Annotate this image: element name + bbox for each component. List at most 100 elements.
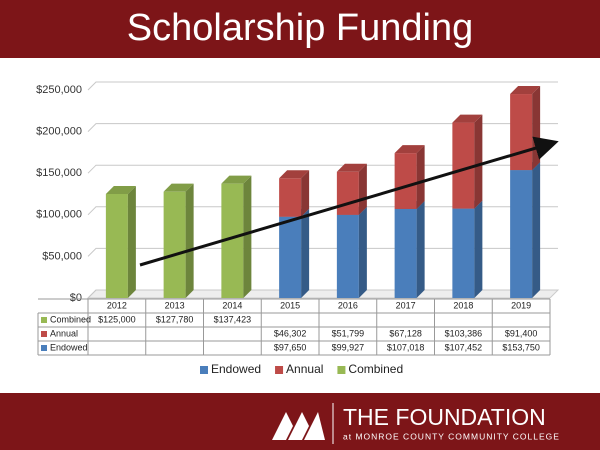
bar-front <box>510 94 533 171</box>
bar-side <box>358 163 367 215</box>
bar-side <box>127 186 136 298</box>
bar-front <box>221 183 244 298</box>
bar-side <box>358 206 367 298</box>
y-tick-label: $200,000 <box>36 126 82 138</box>
bar <box>336 163 367 215</box>
y-tick-label: $150,000 <box>36 167 82 179</box>
bar-top <box>336 163 367 172</box>
bar-top <box>221 175 252 184</box>
x-tick-label: 2018 <box>453 300 473 310</box>
bar <box>452 114 483 209</box>
chart-title: Scholarship Funding <box>127 7 473 49</box>
bar-front <box>510 170 533 298</box>
data-table: 2012 2013 2014 2015 2016 2017 2018 2019 Combined… <box>37 298 551 356</box>
bar <box>394 145 425 209</box>
table-legend-key <box>41 331 47 337</box>
legend-key <box>337 366 346 374</box>
logo-icon <box>272 412 325 440</box>
table-cell: $107,018 <box>387 342 425 352</box>
x-tick-label: 2013 <box>165 300 185 310</box>
bar <box>105 186 136 298</box>
table-cell: $137,423 <box>214 314 252 324</box>
x-tick-label: 2012 <box>107 300 127 310</box>
x-tick-label: 2019 <box>511 300 531 310</box>
chart: $0 $50,000 $100,000 $150,000 $200,000 $250,00… <box>36 81 560 376</box>
table-row-label: Annual <box>50 328 78 338</box>
table-cell: $91,400 <box>505 328 538 338</box>
bar-side <box>243 175 252 298</box>
x-tick-label: 2017 <box>396 300 416 310</box>
logo-shape <box>288 412 309 440</box>
table-row-label: Endowed <box>50 342 88 352</box>
grid-line <box>87 123 558 132</box>
bar-front <box>394 208 417 298</box>
table-cell: $107,452 <box>445 342 483 352</box>
bar-front <box>336 171 359 215</box>
bar <box>510 86 541 171</box>
title-banner <box>0 0 600 58</box>
table-legend-key <box>41 345 47 351</box>
bar-top <box>394 145 425 154</box>
bar <box>452 200 483 298</box>
bar-side <box>301 170 310 217</box>
bar <box>163 183 194 298</box>
x-tick-label: 2015 <box>280 300 300 310</box>
table-cell: $67,128 <box>389 328 422 338</box>
bar-top <box>163 183 194 192</box>
grid-line <box>87 81 558 91</box>
legend-label: Annual <box>286 362 323 376</box>
table-row-label: Combined <box>50 314 91 324</box>
plot-floor <box>86 289 560 299</box>
bar-top <box>279 170 310 179</box>
bar-side <box>532 162 541 298</box>
bar-front <box>452 122 475 209</box>
legend-label: Combined <box>348 362 403 376</box>
table-cell: $51,799 <box>332 328 365 338</box>
bar-top <box>510 86 541 95</box>
legend-key <box>200 366 208 374</box>
bar <box>221 175 252 298</box>
logo-shape <box>272 412 293 440</box>
bar-side <box>474 200 483 298</box>
y-tick-label: $100,000 <box>36 209 82 221</box>
bar-front <box>394 153 417 209</box>
bar-front <box>336 214 359 298</box>
bar-top <box>452 114 483 123</box>
x-tick-label: 2014 <box>222 300 242 310</box>
table-cell: $127,780 <box>156 314 194 324</box>
bar-side <box>301 208 310 298</box>
table-cell: $153,750 <box>502 342 540 352</box>
table-cell: $99,927 <box>332 342 365 352</box>
bar-front <box>279 178 302 217</box>
bar-side <box>416 200 425 298</box>
y-tick-label: $50,000 <box>42 250 82 262</box>
bar-front <box>452 208 475 298</box>
table-cell: $103,386 <box>445 328 483 338</box>
bar-front <box>279 216 302 298</box>
trend-arrow <box>139 136 559 267</box>
legend-label: Endowed <box>211 362 261 376</box>
table-legend-key <box>41 317 47 323</box>
table-cell: $46,302 <box>274 328 307 338</box>
bar-front <box>105 194 128 298</box>
legend-key <box>275 366 284 374</box>
bar-front <box>163 191 186 298</box>
x-tick-label: 2016 <box>338 300 358 310</box>
logo-main: THE FOUNDATION <box>343 404 546 430</box>
bar <box>394 200 425 298</box>
table-cell: $125,000 <box>98 314 136 324</box>
y-tick-label: $0 <box>70 292 82 304</box>
y-tick-label: $250,000 <box>36 84 82 96</box>
bar-side <box>416 145 425 209</box>
logo-sub: at MONROE COUNTY COMMUNITY COLLEGE <box>343 431 560 441</box>
bar-side <box>474 114 483 209</box>
bar-top <box>105 186 136 194</box>
bar <box>336 206 367 298</box>
bar <box>510 162 541 298</box>
bar-side <box>185 183 194 298</box>
table-cell: $97,650 <box>274 342 307 352</box>
bar <box>279 170 310 217</box>
logo-shape <box>304 412 325 440</box>
bar-side <box>532 86 541 171</box>
